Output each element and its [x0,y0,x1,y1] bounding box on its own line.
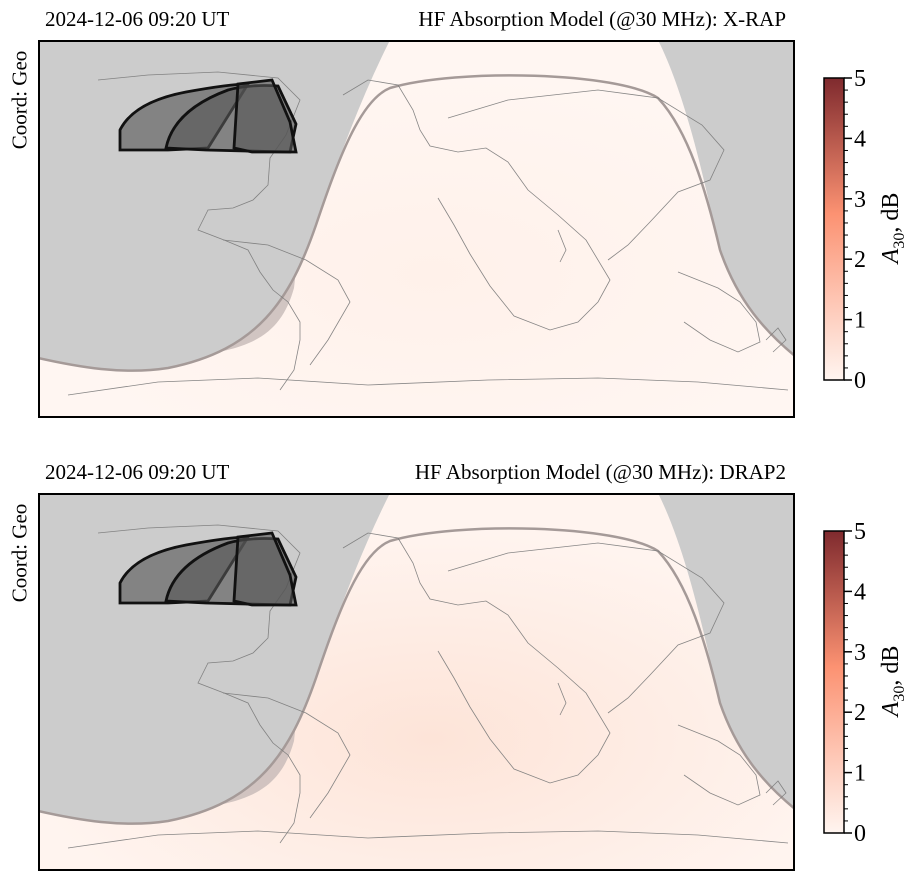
colorbar-tick-label: 5 [854,66,866,92]
colorbar-tick-label: 3 [854,187,866,213]
coord-label: Coord: Geo [7,50,32,150]
map-frame [38,40,795,418]
colorbar-tick-label: 0 [854,821,866,847]
coastlines [67,524,789,849]
colorbar-tick-label: 0 [854,368,866,394]
colorbar-fill [823,77,845,381]
timestamp: 2024-12-06 09:20 UT [45,7,230,31]
terminator-line [38,74,795,372]
colorbar-label: A30, dB [878,193,908,266]
colorbar-ticks: 0 1 2 3 4 5 [844,519,866,847]
map-frame [38,493,795,871]
panel-xrap: 2024-12-06 09:20 UT HF Absorption Model … [0,0,916,440]
colorbar-tick-label: 4 [854,126,866,152]
radar-fov [118,531,298,607]
chart-title: HF Absorption Model (@30 MHz): DRAP2 [414,460,786,484]
chart-title: HF Absorption Model (@30 MHz): X-RAP [418,7,786,31]
timestamp: 2024-12-06 09:20 UT [45,460,230,484]
colorbar-tick-label: 1 [854,308,866,334]
colorbar-label: A30, dB [878,646,908,719]
panel-drap2: 2024-12-06 09:20 UT HF Absorption Model … [0,453,916,893]
colorbar-tick-label: 2 [854,700,866,726]
absorption-map [38,493,795,871]
colorbar-ticks: 0 1 2 3 4 5 [844,66,866,394]
colorbar: 0 1 2 3 4 5 A30, dB [823,66,908,394]
coord-label: Coord: Geo [7,503,32,603]
colorbar-tick-label: 5 [854,519,866,545]
colorbar-tick-label: 2 [854,247,866,273]
colorbar-tick-label: 3 [854,640,866,666]
terminator-line [38,527,795,825]
coastlines [67,71,789,396]
colorbar-fill [823,530,845,834]
colorbar-tick-label: 4 [854,579,866,605]
colorbar: 0 1 2 3 4 5 A30, dB [823,519,908,847]
absorption-map [38,40,795,418]
colorbar-tick-label: 1 [854,761,866,787]
radar-fov [118,78,298,154]
